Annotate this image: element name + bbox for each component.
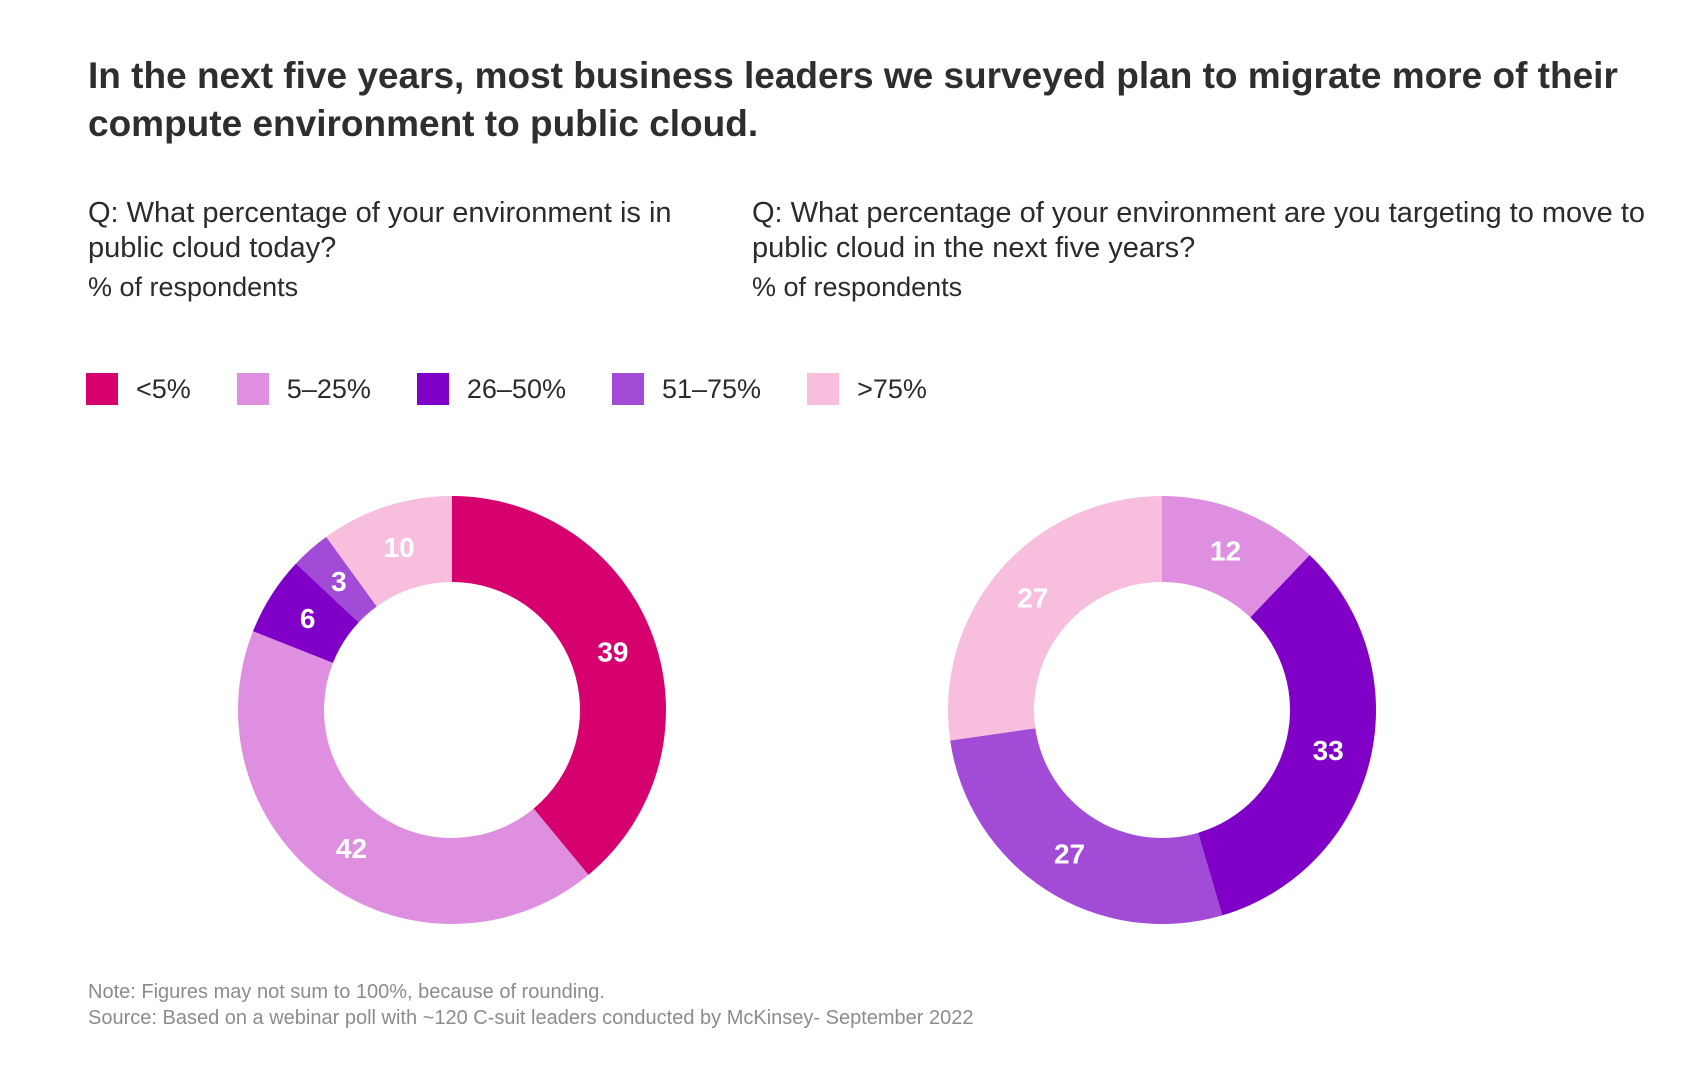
donut-0-slice-26-50 — [253, 563, 359, 663]
legend-swatch-26-50 — [416, 373, 449, 405]
donut-0-label-gt75: 10 — [384, 532, 415, 563]
legend-item-lt5: <5% — [86, 373, 191, 405]
left-question-text: Q: What percentage of your environment i… — [88, 197, 672, 264]
legend-item-51-75: 51–75% — [611, 373, 762, 405]
donut-1-label-26-50: 33 — [1313, 735, 1344, 766]
legend-swatch-5-25 — [236, 373, 269, 405]
donut-0-slice-gt75 — [326, 496, 452, 607]
left-question: Q: What percentage of your environment i… — [88, 196, 728, 305]
donut-0-label-51-75: 3 — [331, 566, 347, 597]
legend-label-51-75: 51–75% — [661, 373, 762, 404]
footnote-source: Source: Based on a webinar poll with ~12… — [88, 1007, 974, 1029]
legend-item-gt75: >75% — [807, 373, 927, 405]
right-question-unit: % of respondents — [752, 272, 963, 302]
donut-0-slice-51-75 — [296, 536, 377, 623]
legend: <5% 5–25% 26–50% 51–75% >75% — [86, 372, 973, 406]
legend-label-lt5: <5% — [136, 373, 191, 404]
donut-1-label-gt75: 27 — [1017, 583, 1048, 614]
donut-1-slice-26-50 — [1198, 555, 1376, 916]
donut-0-label-5-25: 42 — [336, 833, 367, 864]
donut-1-slice-gt75 — [948, 496, 1162, 741]
donut-0-slice-5-25 — [238, 631, 589, 924]
legend-item-26-50: 26–50% — [416, 373, 566, 405]
legend-swatch-51-75 — [611, 373, 644, 405]
donut-0-label-lt5: 39 — [597, 637, 628, 668]
legend-label-5-25: 5–25% — [286, 373, 371, 404]
donut-0-slice-lt5 — [452, 496, 666, 875]
right-question: Q: What percentage of your environment a… — [752, 196, 1652, 305]
donut-1-slice-51-75 — [950, 728, 1223, 924]
right-question-text: Q: What percentage of your environment a… — [752, 197, 1646, 264]
donut-1-label-51-75: 27 — [1054, 838, 1085, 869]
legend-swatch-gt75 — [807, 373, 840, 405]
chart-headline: In the next five years, most business le… — [88, 55, 1618, 144]
footnote-note: Note: Figures may not sum to 100%, becau… — [88, 981, 605, 1003]
donut-chart-today: 39 42 63 10 — [238, 496, 666, 924]
donut-1-label-5-25: 12 — [1210, 536, 1241, 567]
donut-1-slice-5-25 — [1162, 496, 1310, 618]
donut-0-label-26-50: 6 — [300, 603, 316, 634]
donut-chart-five-years: 12 33 27 27 — [948, 496, 1376, 924]
legend-item-5-25: 5–25% — [236, 373, 371, 405]
legend-label-gt75: >75% — [857, 373, 927, 404]
left-question-unit: % of respondents — [88, 272, 299, 302]
legend-label-26-50: 26–50% — [466, 373, 566, 404]
legend-swatch-lt5 — [86, 373, 118, 405]
